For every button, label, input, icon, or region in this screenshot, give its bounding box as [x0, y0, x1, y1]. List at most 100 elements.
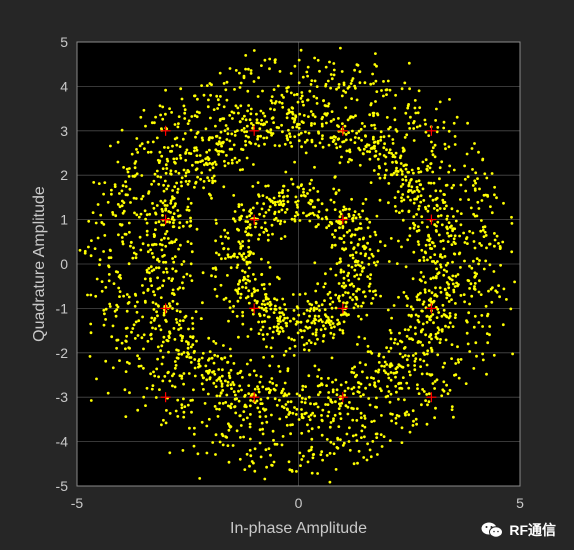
scatter-point: [143, 147, 146, 151]
scatter-point: [310, 303, 314, 307]
scatter-point: [408, 226, 412, 230]
scatter-point: [272, 121, 275, 124]
scatter-point: [158, 104, 162, 108]
scatter-point: [436, 126, 440, 129]
scatter-point: [176, 125, 180, 129]
scatter-point: [166, 339, 170, 343]
scatter-point: [420, 403, 423, 407]
scatter-point: [438, 166, 442, 170]
scatter-point: [214, 124, 217, 128]
scatter-point: [292, 309, 296, 312]
scatter-point: [233, 88, 236, 91]
scatter-point: [480, 219, 483, 222]
scatter-point: [400, 196, 403, 200]
scatter-point: [310, 122, 313, 125]
scatter-point: [472, 240, 476, 243]
scatter-point: [470, 294, 474, 298]
scatter-point: [445, 281, 449, 284]
scatter-point: [468, 230, 471, 233]
scatter-point: [168, 220, 172, 224]
scatter-point: [310, 79, 314, 82]
scatter-point: [495, 234, 499, 238]
scatter-point: [210, 356, 214, 360]
scatter-point: [155, 169, 159, 173]
scatter-point: [451, 227, 455, 231]
scatter-point: [124, 327, 128, 330]
scatter-point: [325, 208, 329, 212]
scatter-point: [385, 148, 388, 152]
scatter-point: [186, 346, 190, 350]
scatter-point: [177, 226, 181, 230]
scatter-point: [295, 392, 299, 396]
scatter-point: [228, 306, 232, 310]
scatter-point: [364, 363, 367, 367]
scatter-point: [253, 447, 257, 451]
scatter-point: [164, 171, 168, 175]
scatter-point: [97, 182, 101, 186]
scatter-point: [243, 277, 247, 281]
scatter-point: [205, 369, 208, 373]
scatter-point: [433, 380, 437, 383]
scatter-point: [252, 252, 255, 256]
scatter-point: [342, 276, 346, 280]
scatter-point: [447, 170, 451, 174]
scatter-point: [361, 370, 364, 374]
scatter-point: [457, 360, 460, 364]
scatter-point: [457, 283, 460, 286]
scatter-point: [402, 347, 406, 350]
scatter-point: [332, 62, 336, 65]
scatter-point: [326, 79, 330, 83]
scatter-point: [200, 136, 204, 140]
scatter-point: [437, 233, 441, 237]
scatter-point: [442, 380, 446, 384]
scatter-point: [263, 142, 266, 146]
scatter-point: [139, 212, 143, 216]
scatter-point: [156, 276, 160, 280]
scatter-point: [401, 355, 405, 359]
scatter-point: [427, 303, 431, 307]
scatter-point: [445, 225, 449, 229]
scatter-point: [343, 389, 347, 393]
scatter-point: [463, 300, 466, 304]
scatter-point: [385, 346, 388, 350]
reference-points: [160, 125, 437, 403]
scatter-point: [160, 362, 164, 366]
scatter-point: [160, 238, 163, 242]
scatter-point: [416, 318, 420, 322]
scatter-point: [484, 304, 488, 308]
scatter-point: [202, 180, 206, 183]
scatter-point: [389, 331, 393, 335]
scatter-point: [420, 372, 424, 376]
scatter-point: [317, 131, 321, 135]
scatter-point: [104, 318, 107, 321]
scatter-point: [473, 214, 477, 218]
scatter-point: [416, 387, 419, 390]
scatter-point: [243, 270, 247, 274]
scatter-point: [453, 373, 456, 377]
scatter-point: [332, 73, 336, 77]
scatter-point: [253, 469, 257, 473]
scatter-point: [164, 244, 168, 248]
scatter-point: [419, 170, 423, 174]
scatter-point: [265, 465, 268, 469]
scatter-point: [442, 268, 446, 272]
scatter-point: [330, 326, 333, 330]
scatter-point: [160, 127, 163, 130]
scatter-point: [221, 434, 225, 438]
scatter-point: [365, 458, 369, 462]
scatter-point: [412, 215, 416, 219]
scatter-point: [459, 266, 462, 269]
scatter-point: [236, 129, 239, 133]
scatter-point: [376, 260, 379, 264]
scatter-point: [434, 261, 437, 265]
scatter-point: [239, 104, 243, 108]
scatter-point: [162, 270, 166, 274]
scatter-point: [443, 287, 447, 291]
scatter-point: [403, 81, 407, 85]
scatter-point: [307, 395, 311, 399]
scatter-point: [366, 344, 370, 348]
scatter-point: [182, 410, 186, 414]
scatter-point: [224, 88, 228, 92]
scatter-point: [225, 98, 229, 102]
scatter-point: [272, 325, 276, 329]
